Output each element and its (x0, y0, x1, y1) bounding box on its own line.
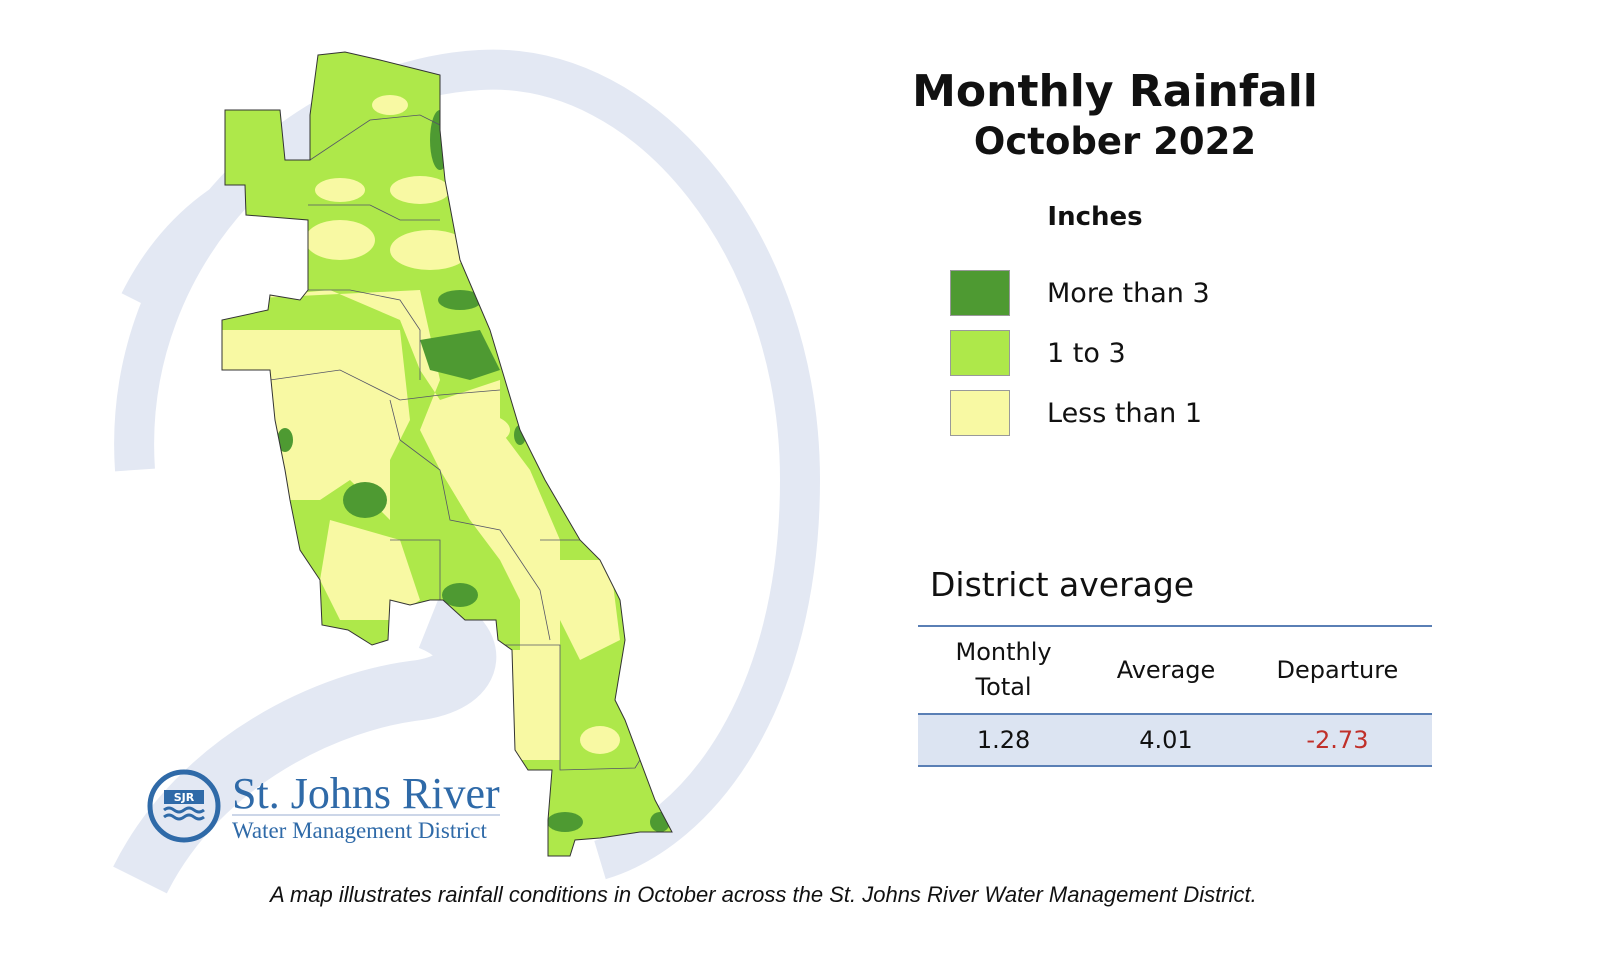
svg-text:St. Johns River: St. Johns River (232, 769, 500, 818)
header-average: Average (1089, 625, 1243, 715)
legend-label: More than 3 (1047, 277, 1210, 309)
departure-value: -2.73 (1242, 714, 1432, 767)
map-title: Monthly Rainfall (912, 66, 1318, 117)
sjr-logo: SJR St. Johns River Water Management Dis… (147, 769, 500, 843)
county-boundaries (269, 114, 641, 771)
legend-swatch (950, 270, 1010, 316)
map-subtitle: October 2022 (973, 120, 1257, 163)
legend-item-1-to-3: 1 to 3 (950, 330, 1126, 376)
legend-swatch (950, 390, 1010, 436)
table-row: 1.28 4.01 -2.73 (918, 714, 1432, 767)
svg-text:Water Management District: Water Management District (232, 818, 487, 843)
zones-more-than-3 (277, 110, 670, 832)
legend-units: Inches (1047, 202, 1143, 232)
rainfall-map: SJR St. Johns River Water Management Dis… (113, 49, 820, 894)
header-departure: Departure (1242, 625, 1432, 715)
average-value: 4.01 (1089, 714, 1243, 767)
monthly-total-value: 1.28 (918, 714, 1090, 767)
svg-text:SJR: SJR (174, 791, 195, 804)
legend-label: 1 to 3 (1047, 337, 1126, 369)
header-monthly-total: Monthly Total (918, 625, 1090, 715)
district-average-table: Monthly Total Average Departure 1.28 4.0… (918, 625, 1432, 767)
legend-item-less-than-1: Less than 1 (950, 390, 1202, 436)
sjr-logo-mark (147, 769, 221, 843)
legend-label: Less than 1 (1047, 397, 1203, 429)
zones-less-than-1 (222, 95, 620, 760)
caption: A map illustrates rainfall conditions in… (270, 882, 1257, 907)
legend-swatch (950, 330, 1010, 376)
legend-item-more-than-3: More than 3 (950, 270, 1210, 316)
district-average-title: District average (930, 565, 1195, 604)
